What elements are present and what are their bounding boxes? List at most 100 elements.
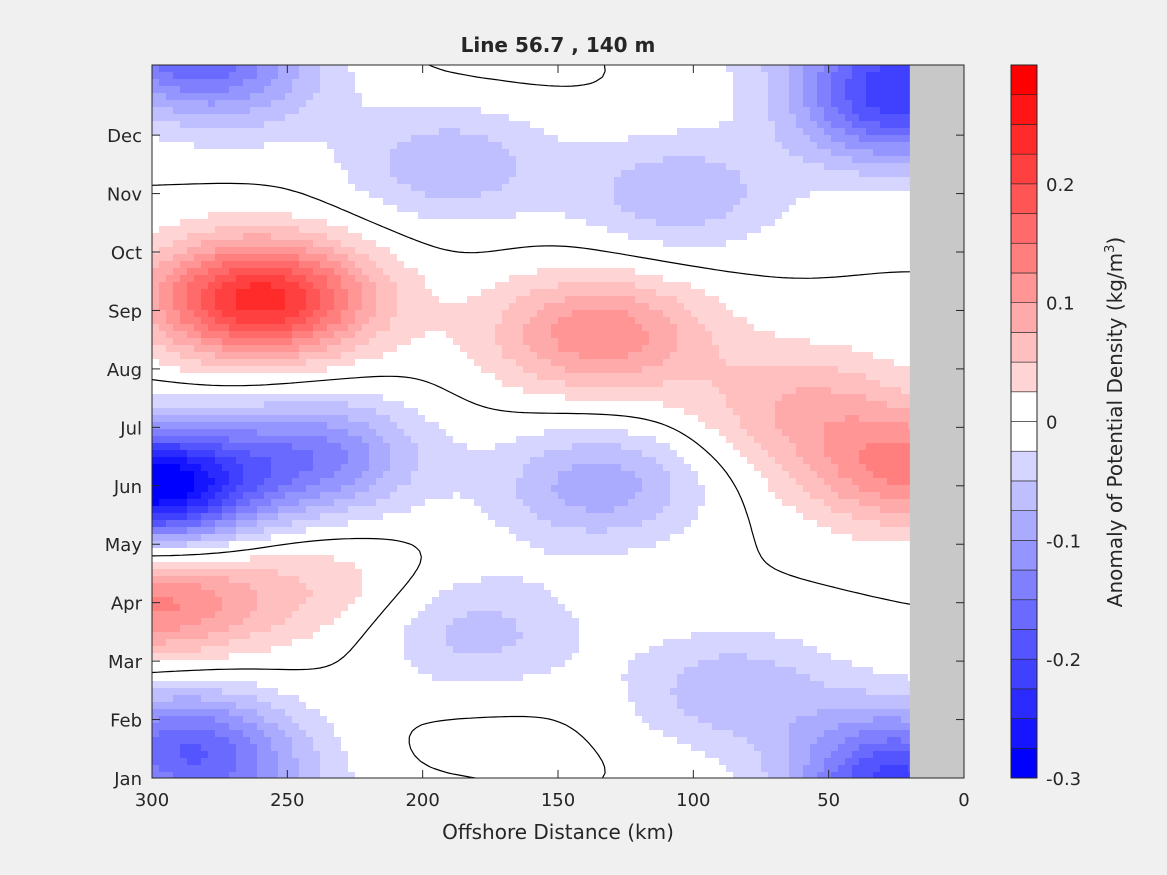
- contour-cell: [768, 289, 776, 297]
- contour-cell: [495, 198, 503, 206]
- contour-cell: [712, 219, 720, 227]
- contour-cell: [509, 135, 517, 143]
- contour-cell: [439, 296, 447, 304]
- contour-cell: [215, 86, 223, 94]
- contour-cell: [586, 212, 594, 220]
- contour-cell: [285, 254, 293, 262]
- contour-cell: [229, 268, 237, 276]
- contour-cell: [733, 310, 741, 318]
- contour-cell: [705, 324, 713, 332]
- contour-cell: [299, 261, 307, 269]
- contour-cell: [565, 352, 573, 360]
- contour-cell: [201, 233, 209, 241]
- contour-cell: [880, 240, 888, 248]
- contour-cell: [390, 191, 398, 199]
- contour-cell: [803, 114, 811, 122]
- contour-cell: [747, 289, 755, 297]
- contour-cell: [502, 317, 510, 325]
- contour-cell: [775, 345, 783, 353]
- contour-cell: [201, 156, 209, 164]
- contour-cell: [320, 100, 328, 108]
- contour-cell: [173, 170, 181, 178]
- contour-cell: [320, 345, 328, 353]
- contour-cell: [327, 79, 335, 87]
- contour-cell: [243, 310, 251, 318]
- contour-cell: [537, 338, 545, 346]
- contour-cell: [796, 184, 804, 192]
- contour-cell: [467, 254, 475, 262]
- contour-cell: [754, 247, 762, 255]
- contour-cell: [901, 184, 909, 192]
- contour-cell: [838, 261, 846, 269]
- contour-cell: [572, 128, 580, 136]
- contour-cell: [439, 226, 447, 234]
- contour-cell: [152, 72, 160, 80]
- contour-cell: [418, 149, 426, 157]
- contour-cell: [579, 233, 587, 241]
- contour-cell: [257, 205, 265, 213]
- contour-cell: [691, 275, 699, 283]
- contour-cell: [859, 114, 867, 122]
- contour-cell: [257, 261, 265, 269]
- contour-cell: [243, 156, 251, 164]
- contour-cell: [460, 289, 468, 297]
- contour-cell: [383, 310, 391, 318]
- contour-cell: [831, 338, 839, 346]
- contour-cell: [397, 303, 405, 311]
- contour-cell: [642, 72, 650, 80]
- contour-cell: [236, 205, 244, 213]
- contour-cell: [271, 275, 279, 283]
- contour-cell: [446, 352, 454, 360]
- contour-cell: [614, 212, 622, 220]
- contour-cell: [719, 233, 727, 241]
- contour-cell: [768, 191, 776, 199]
- contour-cell: [159, 247, 167, 255]
- contour-cell: [278, 226, 286, 234]
- contour-cell: [677, 65, 685, 73]
- contour-cell: [565, 198, 573, 206]
- contour-cell: [831, 100, 839, 108]
- contour-cell: [432, 219, 440, 227]
- contour-cell: [719, 128, 727, 136]
- contour-cell: [313, 142, 321, 150]
- contour-cell: [488, 331, 496, 339]
- contour-cell: [670, 240, 678, 248]
- contour-cell: [257, 331, 265, 339]
- contour-cell: [579, 275, 587, 283]
- contour-cell: [880, 93, 888, 101]
- contour-cell: [222, 198, 230, 206]
- contour-cell: [285, 261, 293, 269]
- contour-cell: [152, 156, 160, 164]
- contour-cell: [243, 212, 251, 220]
- contour-cell: [425, 317, 433, 325]
- contour-cell: [376, 170, 384, 178]
- contour-cell: [495, 93, 503, 101]
- contour-cell: [901, 114, 909, 122]
- contour-cell: [838, 170, 846, 178]
- contour-cell: [572, 114, 580, 122]
- contour-cell: [453, 289, 461, 297]
- contour-cell: [866, 275, 874, 283]
- contour-cell: [901, 135, 909, 143]
- contour-cell: [250, 72, 258, 80]
- contour-cell: [796, 317, 804, 325]
- contour-cell: [544, 79, 552, 87]
- contour-cell: [537, 100, 545, 108]
- contour-cell: [866, 100, 874, 108]
- contour-cell: [341, 100, 349, 108]
- contour-cell: [194, 366, 202, 374]
- contour-cell: [236, 191, 244, 199]
- contour-cell: [880, 86, 888, 94]
- contour-cell: [229, 100, 237, 108]
- contour-cell: [537, 170, 545, 178]
- contour-cell: [733, 184, 741, 192]
- contour-cell: [859, 156, 867, 164]
- contour-cell: [698, 338, 706, 346]
- contour-cell: [705, 275, 713, 283]
- contour-cell: [831, 65, 839, 73]
- contour-cell: [285, 352, 293, 360]
- contour-cell: [719, 135, 727, 143]
- contour-cell: [635, 324, 643, 332]
- contour-cell: [173, 366, 181, 374]
